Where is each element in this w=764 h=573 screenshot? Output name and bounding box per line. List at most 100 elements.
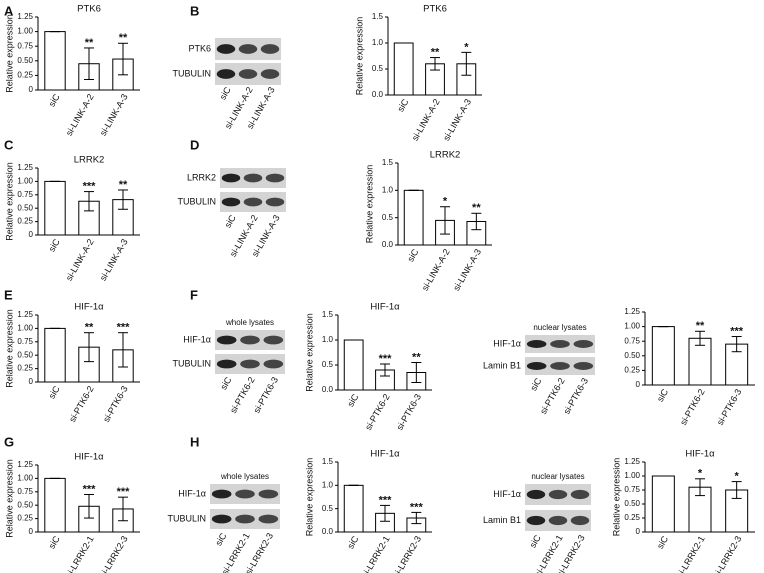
blot-row-label: TUBULIN	[172, 68, 211, 78]
chart-title: HIF-1α	[74, 452, 104, 463]
x-tick-label: siC	[655, 534, 670, 551]
blot-band	[265, 173, 285, 183]
panel-letter: A	[4, 3, 14, 18]
significance: *	[735, 471, 740, 483]
x-tick-label: si-LRRK2-3	[712, 534, 744, 573]
blot-band	[550, 362, 570, 370]
y-tick-label: 1.00	[624, 471, 640, 480]
x-tick-label: si-PTK6-3	[715, 387, 744, 427]
y-axis-label: Relative expression	[4, 309, 14, 388]
blot-band	[221, 197, 241, 207]
significance: **	[119, 32, 128, 44]
y-tick-label: 0.75	[17, 41, 33, 50]
y-tick-label: 0.25	[17, 71, 33, 80]
blot-row-label: HIF-1α	[178, 488, 206, 498]
y-axis-label: Relative expression	[4, 459, 14, 538]
y-tick-label: 1.5	[322, 310, 334, 319]
y-tick-label: 1.00	[17, 324, 33, 333]
bar	[651, 326, 675, 386]
y-tick-label: 0.0	[372, 90, 384, 99]
bar	[393, 42, 414, 96]
y-tick-label: 0.50	[17, 56, 33, 65]
x-tick-label: si-LRRK2-1	[675, 534, 707, 573]
blot-band	[216, 359, 237, 369]
blot-band	[573, 362, 594, 370]
bar	[44, 180, 66, 236]
blot-row-label: LRRK2	[187, 172, 216, 182]
blot-lane-label: siC	[223, 213, 238, 230]
significance: ***	[379, 353, 393, 365]
y-axis-label: Relative expression	[4, 162, 14, 241]
y-tick-label: 1.0	[372, 38, 384, 47]
blot-band	[238, 44, 258, 54]
bar	[44, 477, 66, 533]
blot-band	[573, 340, 594, 348]
x-tick-label: si-LRRK2-1	[64, 534, 96, 573]
blot-band	[526, 515, 546, 526]
blot-heading: nuclear lysates	[533, 323, 586, 332]
y-tick-label: 1.5	[372, 12, 384, 21]
blot-band	[526, 489, 546, 500]
panel-letter: F	[190, 287, 198, 302]
x-tick-label: si-PTK6-2	[363, 392, 392, 432]
blot-row-label: HIF-1α	[493, 338, 521, 348]
y-tick-label: 1.00	[17, 474, 33, 483]
panel-letter: G	[4, 434, 14, 449]
significance: *	[443, 196, 448, 208]
blot-band	[526, 362, 547, 370]
y-tick-label: 1.0	[322, 480, 334, 489]
x-tick-label: siC	[47, 92, 62, 109]
y-tick-label: 0.25	[17, 217, 33, 226]
y-tick-label: 0.5	[382, 213, 394, 222]
significance: ***	[730, 325, 744, 337]
chart-title: HIF-1α	[685, 449, 715, 460]
blot-band	[570, 489, 590, 500]
y-tick-label: 0	[29, 527, 34, 536]
blot-band	[548, 489, 568, 500]
blot-band	[260, 44, 280, 54]
significance: **	[119, 179, 128, 191]
y-axis-label: Relative expression	[304, 313, 314, 392]
x-tick-label: si-PTK6-2	[678, 387, 707, 427]
x-tick-label: si-LINK-A-3	[98, 92, 130, 137]
chart-title: PTK6	[77, 4, 101, 15]
significance: *	[698, 468, 703, 480]
blot-row-label: TUBULIN	[177, 196, 216, 206]
blot-band	[260, 69, 280, 79]
blot-band	[550, 340, 570, 348]
y-tick-label: 0	[636, 527, 641, 536]
chart-title: HIF-1α	[370, 302, 400, 313]
blot-row-label: Lamin B1	[483, 360, 521, 370]
blot-lane-label: siC	[528, 533, 543, 550]
x-tick-label: si-PTK6-2	[67, 384, 96, 424]
y-axis-label: Relative expression	[354, 17, 364, 96]
significance: ***	[83, 180, 97, 192]
bar	[343, 339, 364, 391]
blot-band	[548, 515, 568, 526]
y-tick-label: 0.75	[17, 487, 33, 496]
panel-letter: D	[190, 137, 199, 152]
y-tick-label: 1.00	[17, 27, 33, 36]
blot-band	[258, 489, 279, 499]
blot-heading: nuclear lysates	[531, 472, 584, 481]
blot-heading: whole lysates	[220, 472, 269, 481]
x-tick-label: si-PTK6-3	[101, 384, 130, 424]
significance: **	[431, 46, 440, 58]
significance: *	[464, 41, 469, 53]
significance: **	[85, 37, 94, 49]
x-tick-label: si-LINK-A-2	[410, 97, 442, 142]
y-axis-label: Relative expression	[364, 165, 374, 244]
y-tick-label: 1.0	[322, 335, 334, 344]
x-tick-label: siC	[345, 392, 360, 409]
blot-band	[240, 359, 260, 369]
x-tick-label: si-LINK-A-2	[64, 237, 96, 282]
significance: ***	[117, 322, 131, 334]
panel-letter: H	[190, 434, 199, 449]
blot-row-label: TUBULIN	[172, 358, 211, 368]
y-axis-label: Relative expression	[304, 458, 314, 537]
blot-band	[211, 489, 232, 499]
y-tick-label: 0.0	[382, 240, 394, 249]
bar	[44, 31, 66, 91]
chart-title: LRRK2	[74, 155, 105, 166]
y-tick-label: 1.00	[17, 177, 33, 186]
